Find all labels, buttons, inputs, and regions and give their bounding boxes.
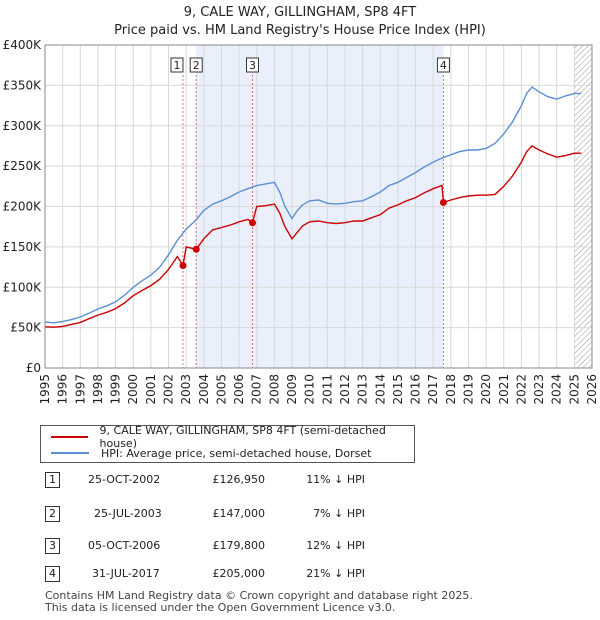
- chart-legend: 9, CALE WAY, GILLINGHAM, SP8 4FT (semi-d…: [40, 424, 415, 463]
- legend-item-hpi: HPI: Average price, semi-detached house,…: [51, 446, 371, 460]
- x-tick-label: 2012: [338, 374, 352, 405]
- x-tick-label: 2022: [514, 374, 528, 405]
- sale-point: [179, 261, 187, 269]
- y-tick-label: £50K: [10, 321, 42, 335]
- legend-swatch-red: [51, 436, 88, 438]
- sale-number-badge: 3: [45, 538, 60, 554]
- x-tick-label: 2014: [373, 374, 387, 405]
- sale-number-label: 1: [173, 59, 180, 72]
- sale-price: £126,950: [212, 473, 266, 486]
- sale-number-label: 2: [193, 59, 200, 72]
- hpi-series-line: [44, 86, 582, 324]
- y-tick-label: £0: [26, 361, 41, 375]
- x-tick-label: 2011: [320, 374, 334, 405]
- x-tick-label: 2020: [479, 374, 493, 405]
- x-tick-label: 2024: [550, 374, 564, 405]
- x-tick-label: 2013: [356, 374, 370, 405]
- x-tick-label: 2021: [497, 374, 511, 405]
- x-tick-label: 2026: [585, 374, 599, 405]
- sale-price: £179,800: [212, 539, 266, 552]
- y-tick-label: £250K: [3, 159, 43, 173]
- sale-number-box: [436, 57, 450, 73]
- sale-date: 31-JUL-2017: [92, 567, 160, 580]
- plot-frame: [44, 44, 593, 369]
- sale-date: 05-OCT-2006: [88, 539, 161, 552]
- x-tick-label: 2016: [409, 374, 423, 405]
- sale-date: 25-JUL-2003: [94, 507, 162, 520]
- x-tick-label: 2008: [267, 374, 281, 405]
- sale-point: [439, 198, 447, 206]
- x-tick-label: 2004: [197, 374, 211, 405]
- y-tick-label: £300K: [3, 119, 43, 133]
- x-tick-label: 2001: [144, 374, 158, 405]
- chart-subtitle: Price paid vs. HM Land Registry's House …: [114, 23, 486, 38]
- table-row: 4 31-JUL-2017 £205,000 21% ↓ HPI: [40, 566, 460, 582]
- legend-swatch-blue: [51, 452, 89, 454]
- table-row: 2 25-JUL-2003 £147,000 7% ↓ HPI: [40, 506, 460, 522]
- x-tick-label: 2010: [303, 374, 317, 405]
- y-tick-label: £150K: [3, 240, 43, 254]
- table-row: 3 05-OCT-2006 £179,800 12% ↓ HPI: [40, 538, 460, 554]
- x-tick-label: 2025: [567, 374, 581, 405]
- legend-label-price-paid: 9, CALE WAY, GILLINGHAM, SP8 4FT (semi-d…: [99, 424, 386, 450]
- sale-hpi-diff: 21% ↓ HPI: [306, 567, 365, 580]
- x-tick-label: 2018: [444, 374, 458, 405]
- chart-title: 9, CALE WAY, GILLINGHAM, SP8 4FT: [184, 5, 417, 20]
- sale-price: £147,000: [212, 507, 266, 520]
- attribution-footer: Contains HM Land Registry data © Crown c…: [45, 590, 473, 614]
- x-tick-label: 2003: [179, 374, 193, 405]
- x-tick-label: 1998: [91, 374, 105, 405]
- sale-point: [249, 219, 257, 227]
- sale-hpi-diff: 7% ↓ HPI: [313, 507, 365, 520]
- sale-point: [192, 245, 200, 253]
- x-tick-label: 2005: [214, 374, 228, 405]
- sale-number-badge: 4: [45, 566, 60, 582]
- price-paid-series-line: [44, 145, 582, 328]
- sale-number-badge: 1: [45, 472, 60, 488]
- x-tick-label: 1995: [38, 374, 52, 405]
- sale-price: £205,000: [212, 567, 266, 580]
- legend-item-price-paid: 9, CALE WAY, GILLINGHAM, SP8 4FT (semi-d…: [51, 424, 414, 450]
- y-tick-label: £350K: [3, 78, 43, 92]
- sale-number-box: [246, 57, 260, 73]
- sale-hpi-diff: 12% ↓ HPI: [306, 539, 365, 552]
- sale-hpi-diff: 11% ↓ HPI: [306, 473, 365, 486]
- x-tick-label: 2006: [232, 374, 246, 405]
- sale-number-box: [189, 57, 203, 73]
- x-tick-label: 2007: [250, 374, 264, 405]
- x-tick-label: 1996: [56, 374, 70, 405]
- sale-number-label: 4: [440, 59, 447, 72]
- attribution-line-2: This data is licensed under the Open Gov…: [45, 601, 396, 614]
- y-tick-label: £400K: [3, 38, 43, 52]
- x-tick-label: 2015: [391, 374, 405, 405]
- sale-date: 25-OCT-2002: [88, 473, 161, 486]
- x-tick-label: 1999: [109, 374, 123, 405]
- x-tick-label: 2017: [426, 374, 440, 405]
- y-tick-label: £200K: [3, 200, 43, 214]
- sale-number-box: [170, 57, 184, 73]
- x-tick-label: 2009: [285, 374, 299, 405]
- x-tick-label: 2023: [532, 374, 546, 405]
- sale-number-label: 3: [249, 59, 256, 72]
- legend-label-hpi: HPI: Average price, semi-detached house,…: [101, 446, 372, 460]
- x-tick-label: 1997: [73, 374, 87, 405]
- y-tick-label: £100K: [3, 280, 43, 294]
- x-tick-label: 2002: [162, 374, 176, 405]
- x-tick-label: 2019: [461, 374, 475, 405]
- sale-number-badge: 2: [45, 506, 60, 522]
- x-tick-label: 2000: [126, 374, 140, 405]
- table-row: 1 25-OCT-2002 £126,950 11% ↓ HPI: [40, 472, 460, 488]
- attribution-line-1: Contains HM Land Registry data © Crown c…: [45, 589, 473, 602]
- price-chart: 9, CALE WAY, GILLINGHAM, SP8 4FT Price p…: [3, 5, 599, 405]
